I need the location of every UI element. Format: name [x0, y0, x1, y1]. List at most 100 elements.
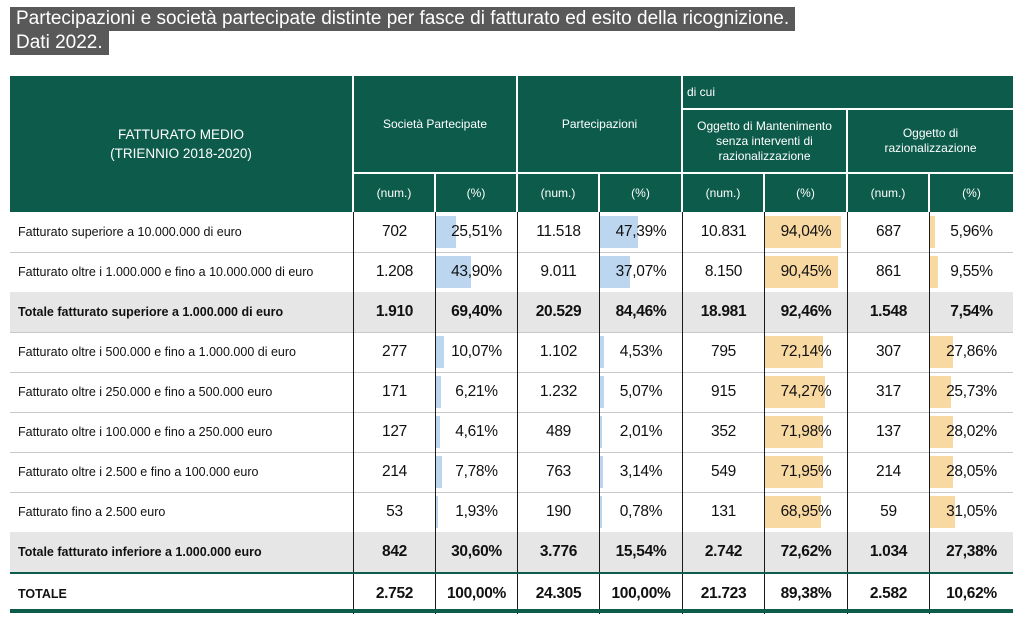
cell-text: Fatturato oltre i 500.000 e fino a 1.000…: [18, 345, 296, 359]
cell-text: 25,51%: [451, 223, 502, 240]
cell-raz-num: 1.034: [848, 532, 930, 572]
cell-part-pct: 0,78%: [600, 492, 683, 532]
cell-part-pct: 4,53%: [600, 332, 683, 372]
cell-text: 69,40%: [451, 303, 502, 320]
cell-text: 84,46%: [615, 303, 667, 320]
cell-text: 1.910: [375, 303, 414, 320]
cell-part-num: 763: [518, 452, 600, 492]
cell-raz-num: 59: [848, 492, 930, 532]
cell-soc-num: 1.208: [354, 252, 436, 292]
cell-raz-num: 2.582: [848, 574, 930, 614]
cell-bar: [600, 336, 604, 368]
cell-bar: [930, 336, 953, 368]
cell-part-pct: 5,07%: [600, 372, 683, 412]
subheader-part-pct: (%): [600, 172, 683, 212]
table-row: Fatturato oltre i 100.000 e fino a 250.0…: [10, 412, 1013, 453]
cell-bar: [436, 256, 471, 288]
cell-mant-num: 21.723: [683, 574, 765, 614]
cell-text: Fatturato oltre i 2.500 e fino a 100.000…: [18, 465, 259, 479]
cell-text: 795: [711, 343, 736, 360]
cell-bar: [765, 496, 821, 528]
cell-soc-num: 2.752: [354, 574, 436, 614]
cell-part-pct: 47,39%: [600, 212, 683, 252]
cell-text: 68,95%: [780, 503, 832, 520]
cell-text: 72,14%: [780, 343, 832, 360]
cell-label: Fatturato oltre i 250.000 e fino a 500.0…: [10, 372, 354, 412]
cell-text: 94,04%: [780, 223, 832, 240]
cell-soc-num: 1.910: [354, 292, 436, 332]
subheader-mant-num: (num.): [683, 172, 765, 212]
header-mantenimento: Oggetto di Mantenimento senza interventi…: [683, 110, 848, 172]
cell-raz-num: 317: [848, 372, 930, 412]
cell-text: 71,95%: [780, 463, 832, 480]
cell-text: 37,07%: [615, 263, 667, 280]
cell-mant-pct: 89,38%: [765, 574, 848, 614]
cell-text: 277: [382, 343, 407, 360]
cell-mant-num: 18.981: [683, 292, 765, 332]
cell-text: Fatturato fino a 2.500 euro: [18, 505, 166, 519]
cell-bar: [436, 496, 438, 528]
cell-raz-num: 307: [848, 332, 930, 372]
cell-text: 549: [711, 463, 736, 480]
subheader-soc-num: (num.): [354, 172, 436, 212]
cell-label: Fatturato oltre i 2.500 e fino a 100.000…: [10, 452, 354, 492]
cell-text: 100,00%: [611, 585, 671, 602]
cell-text: 27,86%: [946, 343, 997, 360]
cell-text: 9,55%: [950, 263, 993, 280]
cell-mant-num: 131: [683, 492, 765, 532]
header-razionalizzazione: Oggetto di razionalizzazione: [884, 126, 977, 155]
cell-text: 3.776: [539, 543, 578, 560]
cell-bar: [765, 256, 838, 288]
cell-text: 190: [546, 503, 571, 520]
cell-part-pct: 100,00%: [600, 574, 683, 614]
cell-raz-pct: 7,54%: [930, 292, 1013, 332]
cell-text: 28,05%: [946, 463, 997, 480]
cell-text: Fatturato oltre i 1.000.000 e fino a 10.…: [18, 265, 314, 279]
table-row: Fatturato oltre i 500.000 e fino a 1.000…: [10, 332, 1013, 373]
cell-bar: [765, 336, 823, 368]
cell-text: 1,93%: [455, 503, 498, 520]
cell-part-pct: 15,54%: [600, 532, 683, 572]
title-line-1: Partecipazioni e società partecipate dis…: [10, 7, 796, 31]
cell-raz-pct: 9,55%: [930, 252, 1013, 292]
cell-soc-pct: 4,61%: [436, 412, 518, 452]
cell-bar: [436, 456, 442, 488]
cell-raz-pct: 10,62%: [930, 574, 1013, 614]
cell-bar: [600, 376, 604, 408]
cell-text: 4,53%: [619, 343, 663, 360]
cell-mant-num: 8.150: [683, 252, 765, 292]
cell-part-pct: 37,07%: [600, 252, 683, 292]
cell-mant-pct: 92,46%: [765, 292, 848, 332]
cell-part-num: 489: [518, 412, 600, 452]
cell-mant-num: 10.831: [683, 212, 765, 252]
cell-text: 27,38%: [946, 543, 997, 560]
page-title: Partecipazioni e società partecipate dis…: [10, 7, 796, 55]
cell-text: 6,21%: [455, 383, 498, 400]
cell-raz-pct: 5,96%: [930, 212, 1013, 252]
cell-label: Fatturato oltre i 500.000 e fino a 1.000…: [10, 332, 354, 372]
cell-bar: [930, 496, 955, 528]
cell-text: 11.518: [536, 223, 581, 240]
cell-mant-pct: 74,27%: [765, 372, 848, 412]
cell-part-pct: 2,01%: [600, 412, 683, 452]
table-row: Fatturato superiore a 10.000.000 di euro…: [10, 212, 1013, 253]
cell-bar: [436, 216, 456, 248]
cell-part-num: 20.529: [518, 292, 600, 332]
cell-raz-pct: 27,38%: [930, 532, 1013, 572]
cell-text: 4,61%: [455, 423, 498, 440]
cell-text: Totale fatturato inferiore a 1.000.000 e…: [18, 545, 262, 559]
table-row: Fatturato oltre i 250.000 e fino a 500.0…: [10, 372, 1013, 413]
cell-mant-num: 549: [683, 452, 765, 492]
cell-text: 171: [382, 383, 407, 400]
cell-text: 317: [876, 383, 901, 400]
bottom-rule: [10, 609, 1013, 613]
cell-text: 1.232: [539, 383, 578, 400]
cell-text: 92,46%: [780, 303, 832, 320]
cell-text: TOTALE: [18, 587, 67, 601]
cell-text: 2.582: [869, 585, 908, 602]
cell-label: Fatturato fino a 2.500 euro: [10, 492, 354, 532]
cell-text: 72,62%: [780, 543, 832, 560]
cell-text: 59: [880, 503, 897, 520]
cell-bar: [930, 456, 953, 488]
cell-text: 214: [876, 463, 901, 480]
